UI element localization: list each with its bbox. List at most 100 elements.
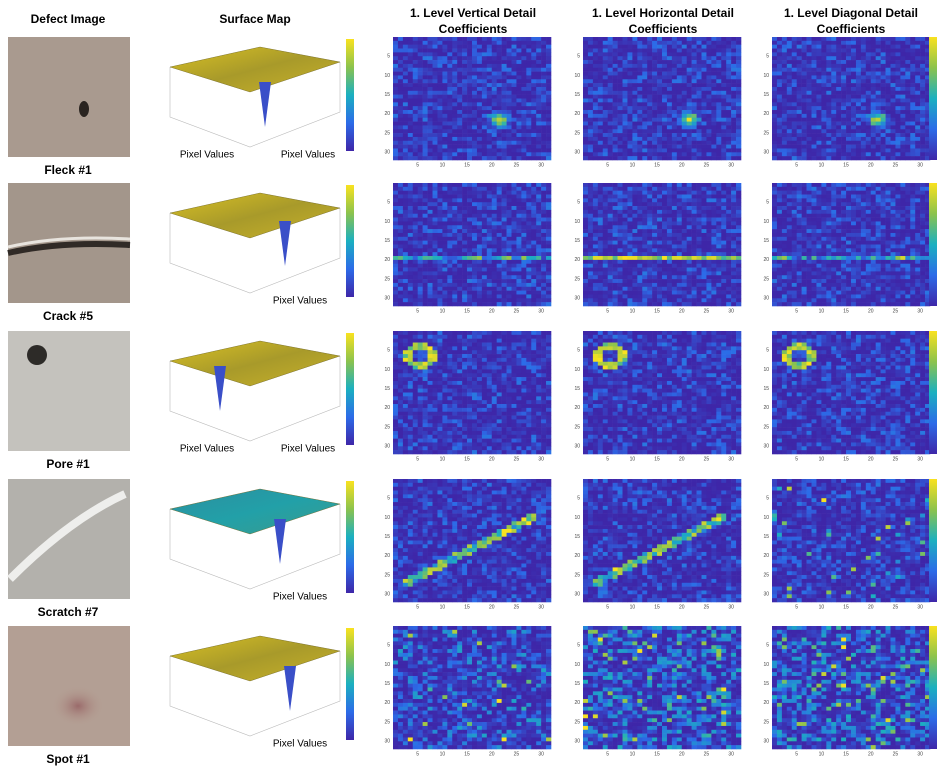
heatmap-cell — [521, 268, 526, 272]
heatmap-cell — [812, 56, 817, 60]
heatmap-cell — [697, 41, 702, 45]
heatmap-cell — [447, 252, 452, 256]
heatmap-cell — [915, 45, 920, 49]
heatmap-cell — [627, 252, 632, 256]
heatmap-cell — [492, 114, 497, 118]
heatmap-cell — [477, 45, 482, 49]
heatmap-cell — [831, 83, 836, 87]
heatmap-cell — [726, 156, 731, 160]
heatmap-cell — [472, 283, 477, 287]
heatmap-cell — [627, 60, 632, 64]
heatmap-cell — [546, 279, 551, 283]
heatmap-cell — [657, 218, 662, 222]
heatmap-cell — [526, 152, 531, 156]
heatmap-cell — [482, 198, 487, 202]
heatmap-cell — [452, 206, 457, 210]
heatmap-cell — [697, 210, 702, 214]
heatmap-cell — [457, 229, 462, 233]
heatmap-cell — [652, 237, 657, 241]
heatmap-cell — [598, 229, 603, 233]
heatmap-cell — [721, 41, 726, 45]
heatmap-cell — [886, 114, 891, 118]
heatmap-cell — [593, 75, 598, 79]
heatmap-cell — [482, 129, 487, 133]
heatmap-cell — [836, 125, 841, 129]
heatmap-cell — [777, 141, 782, 145]
heatmap-cell — [462, 95, 467, 99]
heatmap-cell — [403, 271, 408, 275]
heatmap-cell — [603, 87, 608, 91]
heatmap-cell — [398, 218, 403, 222]
heatmap-cell — [802, 83, 807, 87]
heatmap-cell — [462, 287, 467, 291]
heatmap-cell — [467, 68, 472, 72]
heatmap-cell — [437, 99, 442, 103]
heatmap-cell — [667, 187, 672, 191]
heatmap-cell — [398, 214, 403, 218]
heatmap-cell — [687, 64, 692, 68]
heatmap-cell — [726, 137, 731, 141]
heatmap-cell — [442, 133, 447, 137]
heatmap-cell — [716, 122, 721, 126]
heatmap-cell — [841, 148, 846, 152]
heatmap-cell — [706, 210, 711, 214]
heatmap-cell — [531, 287, 536, 291]
heatmap-cell — [583, 237, 588, 241]
heatmap-cell — [657, 114, 662, 118]
heatmap-cell — [526, 210, 531, 214]
heatmap-cell — [507, 125, 512, 129]
heatmap-cell — [546, 56, 551, 60]
heatmap-cell — [418, 198, 423, 202]
heatmap-cell — [652, 148, 657, 152]
heatmap-cell — [682, 141, 687, 145]
heatmap-cell — [497, 156, 502, 160]
heatmap-cell — [428, 145, 433, 149]
heatmap-cell — [627, 79, 632, 83]
heatmap-cell — [826, 56, 831, 60]
heatmap-cell — [398, 294, 403, 298]
heatmap-cell — [821, 137, 826, 141]
heatmap-cell — [900, 60, 905, 64]
heatmap-cell — [736, 206, 741, 210]
heatmap-cell — [861, 79, 866, 83]
heatmap-cell — [687, 252, 692, 256]
heatmap-cell — [618, 110, 623, 114]
heatmap-cell — [881, 141, 886, 145]
heatmap-cell — [497, 110, 502, 114]
heatmap-cell — [428, 95, 433, 99]
heatmap-cell — [632, 237, 637, 241]
heatmap-cell — [667, 141, 672, 145]
heatmap-cell — [512, 210, 517, 214]
heatmap-cell — [637, 118, 642, 122]
row-label: Fleck #1 — [44, 163, 92, 177]
heatmap-cell — [657, 202, 662, 206]
heatmap-cell — [881, 152, 886, 156]
heatmap-cell — [652, 83, 657, 87]
heatmap-cell — [632, 268, 637, 272]
heatmap-cell — [472, 302, 477, 306]
heatmap-cell — [541, 248, 546, 252]
heatmap-cell — [516, 279, 521, 283]
heatmap-cell — [507, 237, 512, 241]
heatmap-cell — [721, 264, 726, 268]
heatmap-cell — [598, 218, 603, 222]
heatmap-cell — [647, 225, 652, 229]
heatmap-cell — [403, 72, 408, 76]
heatmap-cell — [721, 99, 726, 103]
heatmap-cell — [876, 52, 881, 56]
heatmap-cell — [652, 129, 657, 133]
heatmap-cell — [782, 37, 787, 41]
heatmap-cell — [442, 49, 447, 53]
heatmap-cell — [682, 202, 687, 206]
heatmap-cell — [418, 68, 423, 72]
heatmap-cell — [667, 229, 672, 233]
y-tick-label: 15 — [384, 92, 390, 98]
heatmap-cell — [502, 279, 507, 283]
heatmap-cell — [802, 41, 807, 45]
heatmap-cell — [593, 110, 598, 114]
heatmap-cell — [637, 49, 642, 53]
heatmap-cell — [677, 141, 682, 145]
heatmap-cell — [782, 49, 787, 53]
heatmap-cell — [398, 99, 403, 103]
heatmap-cell — [692, 214, 697, 218]
